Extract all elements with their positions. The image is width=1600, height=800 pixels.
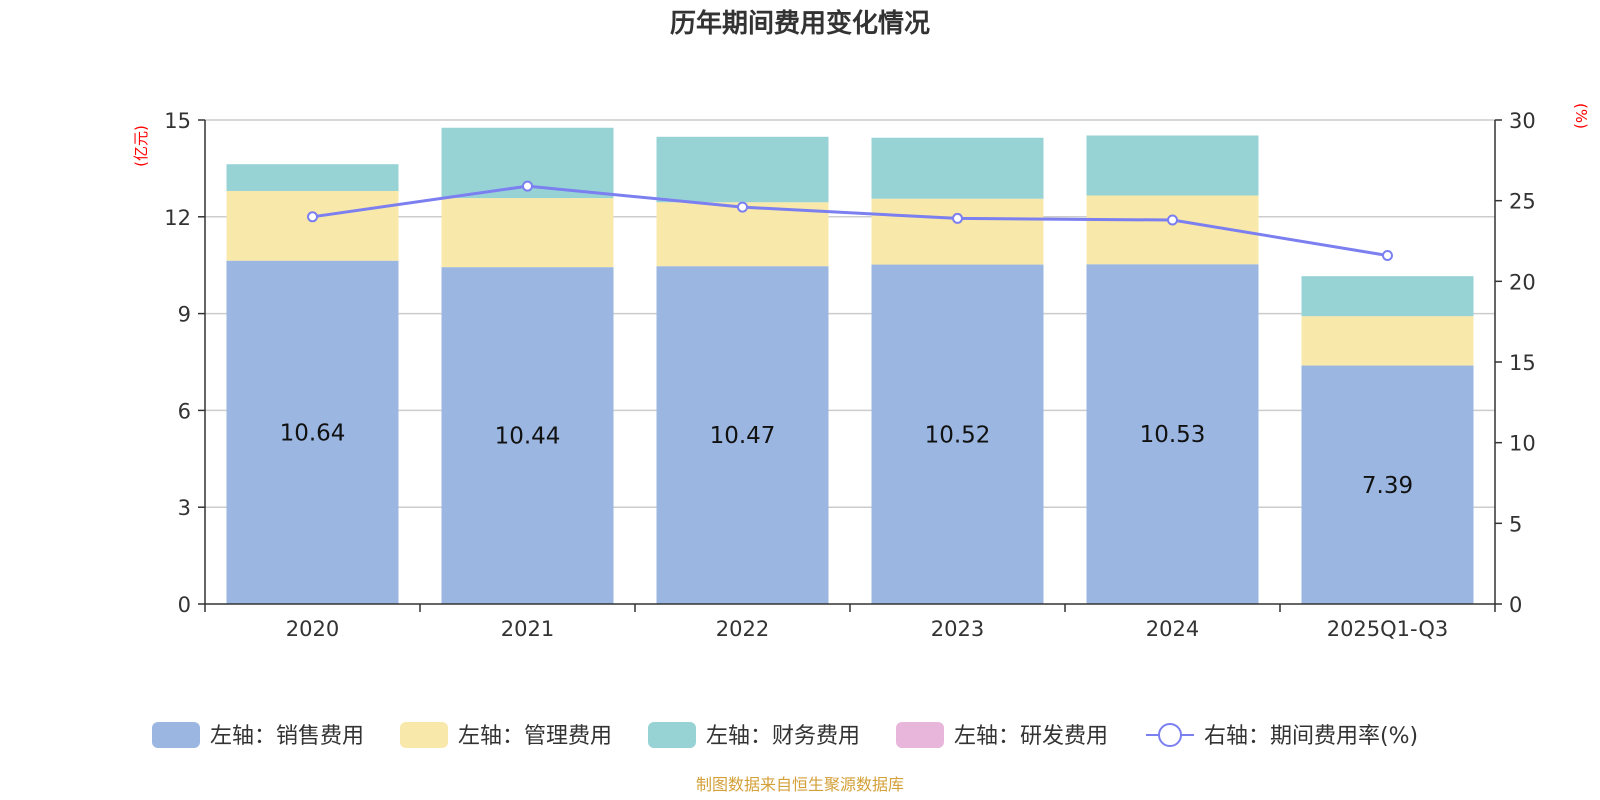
bar-segment: [656, 202, 829, 267]
legend: 左轴：销售费用 左轴：管理费用 左轴：财务费用 左轴：研发费用 右轴：期间费用率(%): [152, 722, 1418, 749]
bar-segment: [441, 267, 614, 604]
right-tick-label: 15: [1509, 351, 1536, 375]
right-tick-label: 25: [1509, 190, 1536, 214]
rate-point: [522, 180, 533, 192]
bar-segment: [226, 190, 399, 261]
left-tick-label: 12: [164, 206, 191, 230]
right-tick-label: 10: [1509, 432, 1536, 456]
data-label: 7.39: [1362, 473, 1413, 499]
bar-segment: [871, 264, 1044, 604]
legend-label: 右轴：期间费用率(%): [1204, 724, 1418, 749]
bar-segment: [1086, 264, 1259, 604]
left-tick-label: 15: [164, 109, 191, 133]
source-note: 制图数据来自恒生聚源数据库: [696, 775, 904, 794]
legend-marker: [1158, 723, 1182, 747]
data-label: 10.64: [280, 420, 346, 446]
bar-segment: [656, 136, 829, 203]
x-tick-label: 2024: [1146, 617, 1199, 641]
bar-segment: [226, 260, 399, 604]
legend-swatch: [152, 722, 200, 748]
axes: 0 3 6 9 12 15 0 5 10 15 20 25 30 2020 2021 2022 2023 2024…: [164, 109, 1535, 641]
left-tick-label: 0: [178, 593, 191, 617]
legend-swatch: [400, 722, 448, 748]
x-tick-label: 2025Q1-Q3: [1327, 617, 1449, 641]
bars: [226, 127, 1474, 604]
rate-line: [307, 180, 1393, 262]
rate-line-path: [312, 184, 1388, 257]
bar-segment: [871, 137, 1044, 199]
right-tick-label: 5: [1509, 512, 1522, 536]
bar-segment: [1086, 135, 1259, 196]
legend-label: 左轴：管理费用: [458, 724, 612, 749]
left-tick-label: 6: [178, 399, 191, 423]
x-tick-label: 2021: [501, 617, 554, 641]
legend-label: 左轴：销售费用: [210, 724, 364, 749]
legend-swatch: [648, 722, 696, 748]
rate-point: [1382, 250, 1393, 262]
rate-point: [952, 212, 963, 224]
x-tick-label: 2023: [931, 617, 984, 641]
right-axis-unit: (%): [1572, 103, 1590, 129]
chart-title: 历年期间费用变化情况: [670, 8, 930, 39]
bar-segment: [656, 266, 829, 604]
x-tick-label: 2022: [716, 617, 769, 641]
data-labels: 10.64 10.44 10.47 10.52 10.53 7.39: [280, 420, 1414, 498]
bar-segment: [871, 198, 1044, 265]
data-label: 10.53: [1140, 422, 1206, 448]
bar-segment: [226, 164, 399, 191]
data-label: 10.47: [710, 423, 776, 449]
left-tick-label: 3: [178, 496, 191, 520]
left-tick-label: 9: [178, 303, 191, 327]
rate-point: [737, 201, 748, 213]
x-tick-label: 2020: [286, 617, 339, 641]
left-axis-unit: (亿元): [132, 125, 150, 167]
bar-segment: [1301, 365, 1474, 604]
right-tick-label: 0: [1509, 593, 1522, 617]
bar-segment: [1301, 316, 1474, 366]
data-label: 10.44: [495, 424, 561, 450]
legend-label: 左轴：研发费用: [954, 724, 1108, 749]
grid-lines: [205, 119, 1495, 508]
rate-point: [1167, 214, 1178, 226]
legend-label: 左轴：财务费用: [706, 724, 860, 749]
right-tick-label: 20: [1509, 270, 1536, 294]
legend-swatch: [896, 722, 944, 748]
bar-segment: [441, 198, 614, 268]
bar-segment: [1301, 276, 1474, 317]
rate-point: [307, 211, 318, 223]
right-tick-label: 30: [1509, 109, 1536, 133]
data-label: 10.52: [925, 422, 991, 448]
